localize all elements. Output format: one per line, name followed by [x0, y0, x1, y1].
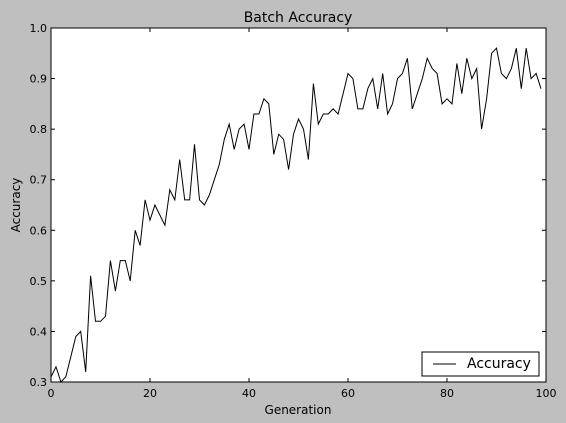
legend-label-accuracy: Accuracy [467, 356, 531, 372]
y-tick-label: 0.8 [30, 123, 48, 136]
y-tick-label: 0.9 [30, 73, 48, 86]
x-tick-label: 80 [440, 387, 454, 400]
axis-ticks: 0 20 40 60 80 100 0.3 0.4 0.5 0.6 0.7 0.8 0.9 1.0 [30, 22, 557, 400]
plot-area [50, 27, 547, 383]
y-tick-label: 0.7 [30, 174, 48, 187]
x-tick-label: 60 [341, 387, 355, 400]
y-tick-label: 0.4 [30, 325, 48, 338]
x-tick-label: 20 [143, 387, 157, 400]
x-tick-label: 100 [536, 387, 557, 400]
y-tick-label: 0.6 [30, 224, 48, 237]
series-line-accuracy [50, 47, 542, 383]
chart-title: Batch Accuracy [244, 10, 353, 26]
y-tick-label: 1.0 [30, 22, 48, 35]
series-layer [50, 47, 542, 383]
y-axis-title: Accuracy [9, 178, 23, 233]
legend: Accuracy [421, 351, 540, 377]
y-tick-label: 0.5 [30, 275, 48, 288]
x-tick-label: 40 [242, 387, 256, 400]
x-tick-label: 0 [48, 387, 55, 400]
x-axis-title: Generation [265, 403, 332, 417]
y-tick-label: 0.3 [30, 376, 48, 389]
